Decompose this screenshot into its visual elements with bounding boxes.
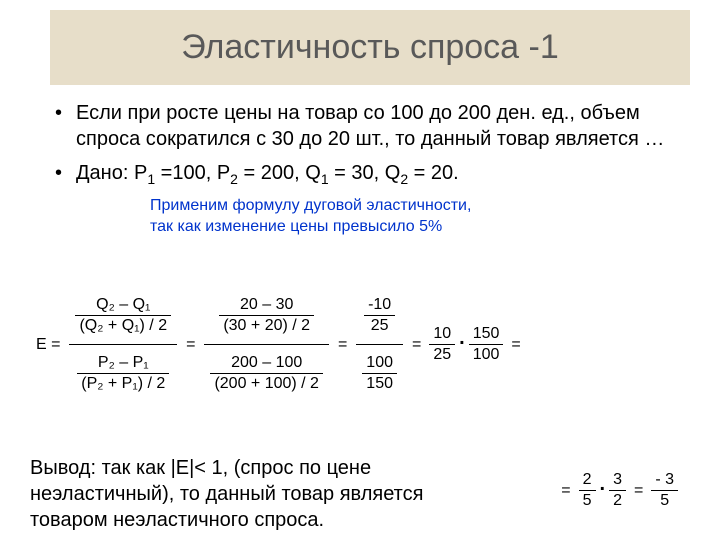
title-text: Эластичность спроса -1: [181, 28, 559, 66]
fraction-numeric-2: -10 25 100 150: [356, 290, 403, 399]
equals-5: =: [561, 482, 570, 500]
equals-4: =: [511, 336, 520, 354]
formula-note: Применим формулу дуговой эластичности, т…: [150, 196, 720, 238]
fraction-4b: 150 100: [469, 324, 504, 365]
bullet-dot: •: [55, 100, 62, 152]
fraction-symbolic: Q₂ – Q₁ (Q₂ + Q₁) / 2 P₂ – P₁ (P₂ + P₁) …: [69, 290, 177, 399]
bullet-dot: •: [55, 160, 62, 188]
slide-title: Эластичность спроса -1: [50, 10, 690, 85]
bullet-1-text: Если при росте цены на товар со 100 до 2…: [76, 100, 690, 152]
equals-1: =: [186, 336, 195, 354]
equals-3: =: [412, 336, 421, 354]
formula-area: Е = Q₂ – Q₁ (Q₂ + Q₁) / 2 P₂ – P₁ (P₂ + …: [30, 290, 710, 399]
bullet-list: • Если при росте цены на товар со 100 до…: [55, 100, 690, 188]
equals-2: =: [338, 336, 347, 354]
fraction-5a: 2 5: [579, 470, 596, 511]
e-label: Е =: [36, 336, 60, 354]
bullet-2: • Дано: Р1 =100, Р2 = 200, Q1 = 30, Q2 =…: [55, 160, 690, 188]
fraction-5b: 3 2: [609, 470, 626, 511]
bullet-1: • Если при росте цены на товар со 100 до…: [55, 100, 690, 152]
equals-6: =: [634, 482, 643, 500]
fraction-result: - 3 5: [651, 470, 678, 511]
dot-op-1: .: [459, 327, 465, 350]
equation-main: Е = Q₂ – Q₁ (Q₂ + Q₁) / 2 P₂ – P₁ (P₂ + …: [30, 290, 710, 399]
conclusion-text: Вывод: так как |Е|< 1, (спрос по цене не…: [30, 455, 440, 533]
dot-op-2: .: [600, 473, 606, 496]
fraction-4a: 10 25: [429, 324, 455, 365]
bullet-2-text: Дано: Р1 =100, Р2 = 200, Q1 = 30, Q2 = 2…: [76, 160, 459, 188]
equation-line-2: = 2 5 . 3 2 = - 3 5: [555, 470, 680, 511]
fraction-numeric-1: 20 – 30 (30 + 20) / 2 200 – 100 (200 + 1…: [204, 290, 329, 399]
